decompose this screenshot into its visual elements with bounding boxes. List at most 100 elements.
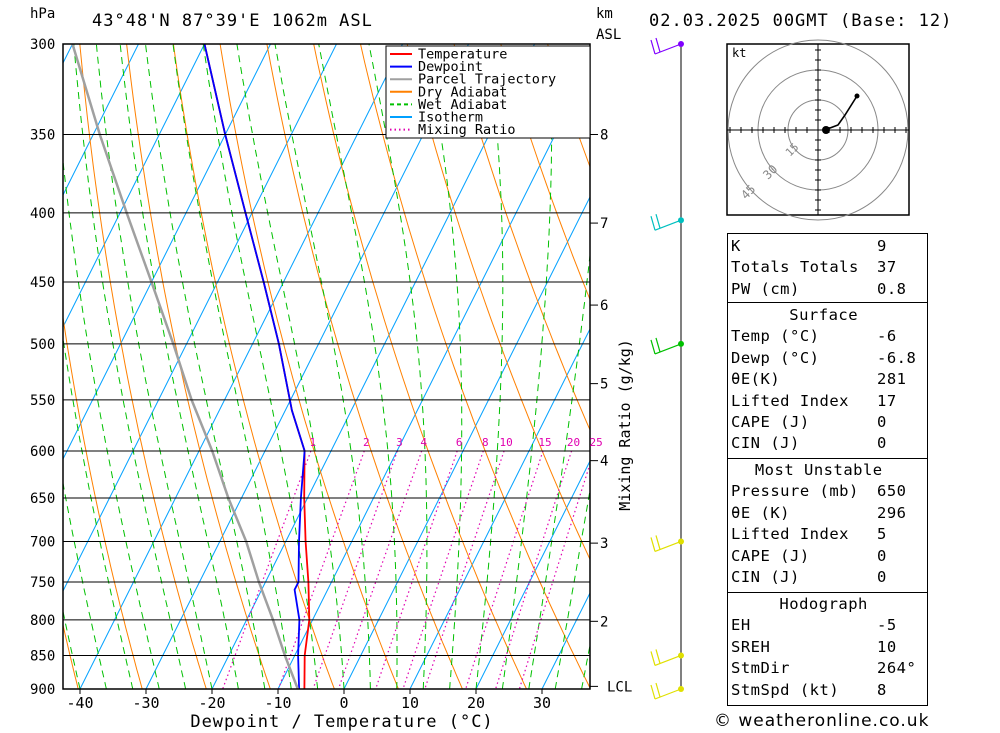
mixing-ratio-line [518, 462, 590, 689]
table-row: θE(K) 281 [727, 369, 920, 390]
legend-entry: Wet Adiabat [418, 97, 507, 113]
legend-entry: Temperature [418, 47, 507, 63]
index-label: Lifted Index [731, 525, 849, 544]
index-label: Dewp (°C) [731, 348, 820, 367]
mixing-ratio-label: 8 [482, 436, 489, 449]
mixing-ratio-label: 3 [396, 436, 403, 449]
x-tick-label: -20 [198, 694, 225, 712]
pressure-tick-label: 500 [30, 337, 55, 353]
credit: © weatheronline.co.uk [714, 711, 930, 731]
wind-barb-icon [654, 343, 682, 355]
axis-labels: 300350400450500550600650700750800850900-… [30, 37, 634, 732]
plot-border [62, 43, 591, 690]
wind-barb-feather [650, 682, 661, 700]
index-value: 0 [877, 434, 887, 453]
mixing-ratio-line [424, 450, 505, 689]
index-value: 9 [877, 237, 887, 255]
wind-profile [650, 37, 684, 700]
x-tick-label: 0 [339, 694, 348, 712]
table-row: CAPE (J) 0 [727, 412, 920, 433]
index-label: StmSpd (kt) [731, 680, 840, 699]
hodograph-unit: kt [732, 46, 746, 60]
height-unit-km: km [596, 6, 613, 22]
table-row: StmSpd (kt) 8 [727, 680, 920, 701]
pressure-tick-label: 900 [30, 682, 55, 698]
wind-barb-feather [650, 337, 661, 355]
index-label: θE(K) [731, 370, 781, 389]
index-label: CIN (J) [731, 568, 800, 587]
surface-table: Surface Temp (°C) -6 Dewp (°C) -6.8 θE(K) 281 L… [727, 305, 920, 455]
height-unit-asl: ASL [596, 27, 622, 43]
legend-entry: Dewpoint [418, 59, 483, 75]
isotherm-line [409, 327, 590, 689]
pressure-tick-label: 350 [30, 128, 55, 144]
hodograph-indices-box [727, 592, 928, 706]
mixing-ratio-line [465, 450, 544, 689]
wind-barb-icon [654, 654, 682, 667]
mixing-ratio-label: 15 [538, 436, 551, 449]
mixing-ratio-label: 4 [420, 436, 427, 449]
x-tick-label: -30 [132, 694, 159, 712]
pressure-tick-label: 300 [30, 37, 55, 53]
legend-entry: Isotherm [418, 110, 483, 126]
table-row: Lifted Index 17 [727, 391, 920, 412]
dry-adiabat-line [0, 44, 14, 689]
isotherm-line [63, 44, 271, 461]
wind-barb-feather [650, 535, 661, 552]
index-value: 5 [877, 525, 887, 544]
isotherm-line [63, 44, 205, 329]
mixing-ratio-label: 10 [499, 436, 512, 449]
isotherm-line [63, 44, 139, 197]
dry-adiabat-line [922, 44, 1000, 689]
mixing-ratio-label: 2 [363, 436, 370, 449]
parcel-trajectory-line [71, 44, 299, 689]
index-label: StmDir [731, 659, 790, 678]
x-tick-label: 20 [467, 694, 485, 712]
pressure-tick-label: 800 [30, 613, 55, 629]
table-row: Temp (°C) -6 [727, 326, 920, 347]
index-label: CAPE (J) [731, 546, 810, 565]
index-value: -6 [877, 327, 897, 346]
x-axis-title: Dewpoint / Temperature (°C) [190, 712, 493, 732]
basic-indices-table: K 9 Totals Totals 37 PW (cm) 0.8 [727, 236, 911, 300]
hodograph-point [854, 93, 860, 99]
pressure-tick-label: 400 [30, 206, 55, 222]
table-row: Dewp (°C) -6.8 [727, 348, 920, 369]
isotherm-line [79, 44, 403, 689]
wind-barb-icon [654, 43, 682, 55]
index-label: PW (cm) [731, 279, 800, 298]
dry-adiabat-line [969, 44, 1000, 689]
index-value: 650 [877, 482, 907, 501]
wet-adiabat-line [528, 251, 590, 689]
mixing-ratio-label: 6 [456, 436, 463, 449]
x-tick-label: -10 [264, 694, 291, 712]
index-value: -6.8 [877, 348, 917, 367]
section-title: Most Unstable [754, 461, 883, 479]
x-tick-label: -40 [66, 694, 93, 712]
pressure-tick-label: 650 [30, 491, 55, 507]
index-value: 0 [877, 568, 887, 587]
section-title: Hodograph [779, 595, 868, 613]
km-tick-label: LCL [607, 679, 632, 695]
table-row: CIN (J) 0 [727, 433, 920, 454]
table-row: θE (K) 296 [727, 503, 911, 524]
mixing-ratio-label: 20 [567, 436, 580, 449]
mixing-ratio-axis-title: Mixing Ratio (g/kg) [616, 339, 634, 511]
index-label: SREH [731, 637, 771, 656]
table-row: Totals Totals 37 [727, 257, 911, 278]
wet-adiabat-line [368, 44, 428, 689]
index-value: 296 [877, 503, 907, 522]
index-value: 0 [877, 546, 887, 565]
km-tick-label: 5 [600, 377, 608, 393]
pressure-tick-label: 850 [30, 648, 55, 664]
wind-barb-feather [650, 649, 661, 666]
index-value: 0.8 [877, 279, 907, 298]
index-label: Temp (°C) [731, 327, 820, 346]
dry-adiabat-line [453, 44, 590, 432]
wet-adiabat-line [236, 44, 345, 689]
table-row: EH -5 [727, 615, 920, 636]
wet-adiabat-line [475, 44, 504, 689]
mixing-ratio-label: 25 [590, 436, 603, 449]
plot-frame [62, 43, 591, 690]
